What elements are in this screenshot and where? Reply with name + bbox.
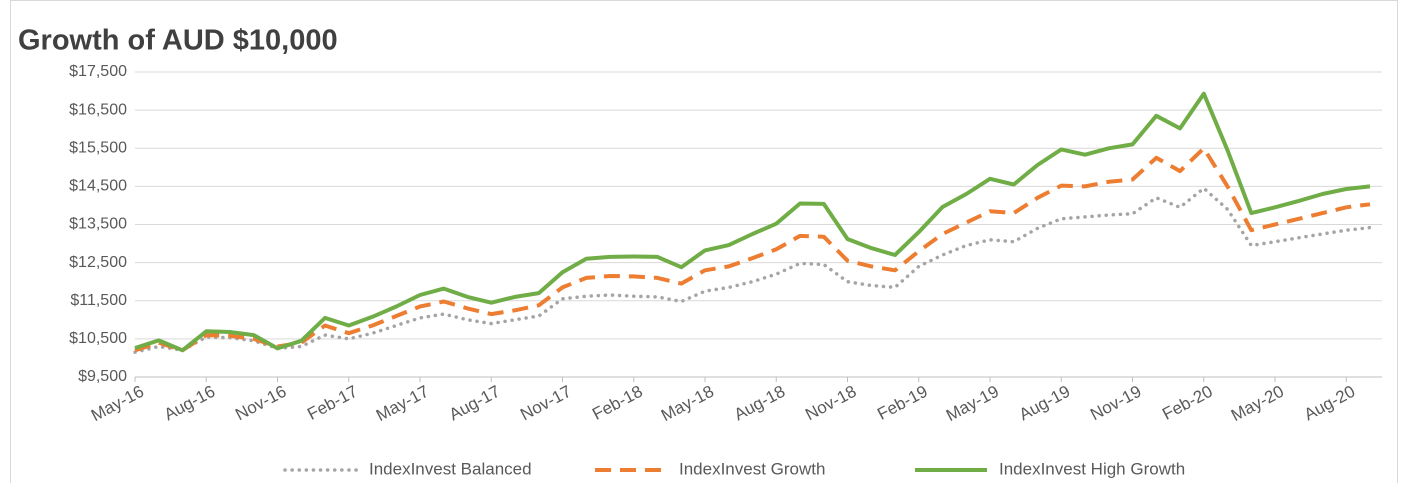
y-tick-label: $11,500 [70,292,127,309]
series-line [134,146,1371,353]
y-tick-label: $17,500 [69,63,127,80]
y-tick-label: $12,500 [69,254,127,271]
x-tick-label: Nov-17 [517,382,574,425]
y-tick-label: $14,500 [69,178,127,195]
x-tick-label: Feb-18 [589,382,645,424]
x-tick-label: May-18 [658,382,717,425]
x-tick-label: May-16 [88,382,147,425]
chart-title: Growth of AUD $10,000 [18,25,338,57]
legend-label: IndexInvest Growth [679,459,825,478]
x-tick-label: Aug-17 [446,382,503,425]
x-tick-label: Nov-19 [1087,382,1144,425]
y-tick-label: $13,500 [69,216,127,233]
series-line [134,91,1371,353]
x-tick-label: May-20 [1228,382,1287,425]
legend-label: IndexInvest High Growth [999,459,1185,478]
y-tick-label: $9,500 [78,368,127,385]
x-tick-label: Nov-18 [802,382,859,425]
x-tick-label: Feb-17 [304,382,360,424]
y-tick-label: $16,500 [69,101,127,118]
x-tick-label: Aug-20 [1301,382,1358,425]
x-tick-label: Feb-19 [874,382,930,424]
x-tick-label: Aug-18 [731,382,788,425]
series-line [133,186,1372,354]
y-tick-label: $10,500 [69,330,127,347]
x-tick-label: Nov-16 [232,382,289,425]
y-tick-label: $15,500 [69,139,127,156]
x-tick-label: Aug-19 [1016,382,1073,425]
x-tick-label: Aug-16 [161,382,218,425]
legend-label: IndexInvest Balanced [369,459,532,478]
x-tick-label: May-17 [373,382,432,425]
chart-frame [10,0,1398,483]
x-tick-label: Feb-20 [1159,382,1215,424]
x-tick-label: May-19 [943,382,1002,425]
